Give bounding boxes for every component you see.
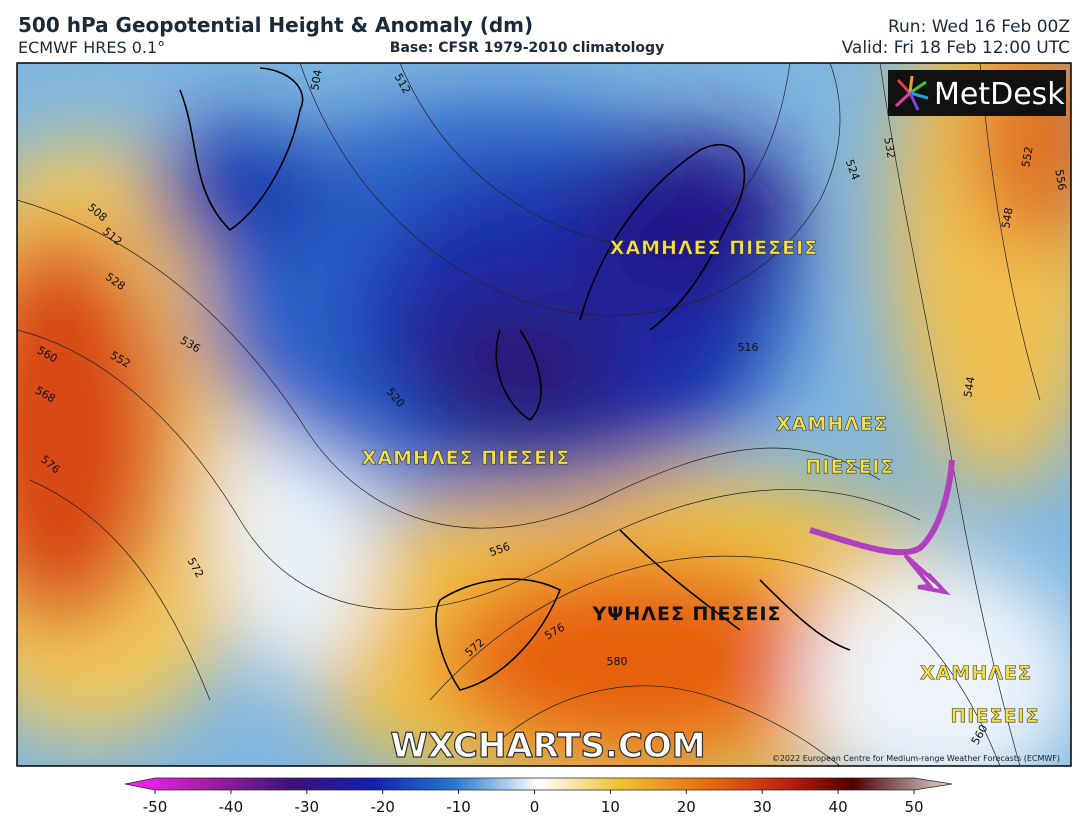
colorbar-tick-label: 0 [530, 798, 540, 816]
colorbar-tick-label: -20 [370, 798, 395, 816]
logo-icon [894, 75, 929, 111]
region-label: ΥΨΗΛΕΣ ΠΙΕΣΕΙΣ [591, 603, 781, 625]
contour-label: 556 [1052, 168, 1068, 191]
map: 504 5125085125285365525605685765725205165… [17, 63, 1071, 766]
colorbar-tick-label: -50 [143, 798, 168, 816]
colorbar-tick-label: 10 [601, 798, 620, 816]
region-label: ΧΑΜΗΛΕΣ ΠΙΕΣΕΙΣ [362, 447, 570, 469]
watermark: WXCHARTS.COM [390, 726, 705, 766]
coastlines [179, 67, 851, 691]
colorbar-ticks: -50 -40 -30 -20 -10 0 10 20 30 40 50 [143, 790, 924, 816]
contour-label: 552 [1019, 145, 1035, 168]
contour-label: 548 [999, 206, 1015, 229]
contour-label: 504 [308, 68, 324, 91]
contour-label: 580 [607, 655, 628, 668]
run: Run: Wed 16 Feb 00Z [888, 17, 1070, 37]
region-label: ΠΙΕΣΕΙΣ [951, 705, 1040, 727]
region-label: ΧΑΜΗΛΕΣ [920, 662, 1032, 684]
colorbar-tick-label: -40 [219, 798, 244, 816]
logo: MetDesk [934, 77, 1065, 112]
region-label: ΠΙΕΣΕΙΣ [806, 456, 895, 478]
colorbar-tick-label: -10 [446, 798, 471, 816]
anomaly-field [17, 63, 1071, 766]
colorbar-tick-label: 20 [677, 798, 696, 816]
contour-label: 516 [738, 341, 759, 354]
map-frame [16, 62, 1072, 767]
flow-arrow-head [903, 553, 951, 596]
colorbar [124, 777, 953, 791]
region-label: ΧΑΜΗΛΕΣ [776, 413, 888, 435]
colorbar-tick-label: -30 [295, 798, 320, 816]
model: ECMWF HRES 0.1° [18, 38, 165, 57]
contour-label: 532 [881, 136, 897, 159]
credit: ©2022 European Centre for Medium-range W… [772, 754, 1060, 763]
valid: Valid: Fri 18 Feb 12:00 UTC [842, 38, 1070, 58]
colorbar-tick-label: 40 [829, 798, 848, 816]
colorbar-tick-label: 50 [904, 798, 923, 816]
flow-arrow [809, 459, 955, 556]
colorbar-tick-label: 30 [753, 798, 772, 816]
region-label: ΧΑΜΗΛΕΣ ΠΙΕΣΕΙΣ [610, 237, 818, 259]
title: 500 hPa Geopotential Height & Anomaly (d… [18, 13, 533, 37]
contour-label: 544 [961, 375, 977, 398]
base: Base: CFSR 1979-2010 climatology [390, 40, 664, 56]
contours [17, 63, 1041, 766]
